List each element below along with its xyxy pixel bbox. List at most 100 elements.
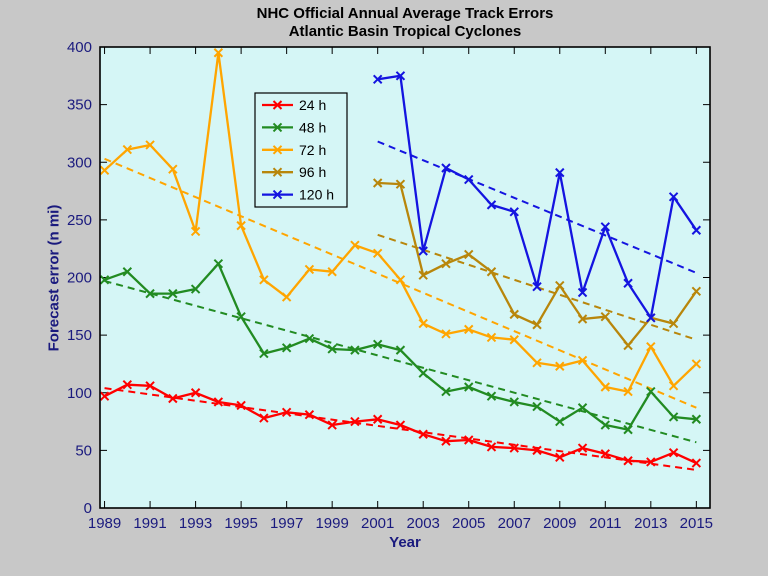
x-marker bbox=[668, 192, 679, 202]
x-marker bbox=[555, 167, 565, 178]
y-tick-label: 50 bbox=[75, 442, 92, 459]
x-marker bbox=[327, 420, 337, 430]
x-marker bbox=[623, 424, 633, 435]
x-marker bbox=[99, 275, 110, 285]
x-marker bbox=[691, 458, 702, 468]
y-tick-label: 0 bbox=[84, 500, 92, 517]
x-marker bbox=[272, 145, 283, 155]
legend-label: 24 h bbox=[299, 97, 326, 113]
x-marker bbox=[509, 335, 519, 345]
y-axis-label: Forecast error (n mi) bbox=[45, 204, 63, 352]
x-marker bbox=[668, 412, 679, 422]
x-marker bbox=[272, 167, 283, 177]
trend-48-h bbox=[104, 279, 697, 444]
x-marker bbox=[623, 456, 633, 466]
x-marker bbox=[691, 414, 702, 424]
x-marker bbox=[668, 381, 679, 391]
x-marker bbox=[509, 207, 519, 217]
x-marker bbox=[555, 280, 565, 291]
x-marker bbox=[259, 413, 269, 423]
legend-label: 48 h bbox=[299, 119, 326, 135]
x-marker bbox=[213, 48, 224, 58]
x-marker bbox=[418, 246, 428, 256]
x-axis-label: Year bbox=[389, 534, 421, 551]
x-marker bbox=[600, 449, 611, 459]
legend: 24 h 48 h 72 h 96 h 120 h bbox=[254, 92, 348, 208]
x-marker bbox=[304, 264, 315, 275]
x-marker bbox=[486, 267, 497, 277]
x-marker bbox=[190, 388, 201, 398]
x-marker bbox=[646, 313, 656, 323]
x-marker bbox=[259, 348, 269, 359]
x-tick-label: 2013 bbox=[634, 515, 667, 532]
x-marker bbox=[623, 340, 633, 351]
x-marker bbox=[213, 397, 224, 407]
x-marker bbox=[668, 318, 679, 329]
x-marker bbox=[372, 248, 383, 259]
x-marker bbox=[509, 397, 519, 407]
legend-label: 96 h bbox=[299, 164, 326, 180]
x-marker bbox=[122, 144, 133, 155]
x-tick-label: 2015 bbox=[680, 515, 713, 532]
x-marker bbox=[623, 386, 633, 397]
x-marker bbox=[145, 140, 155, 150]
x-marker bbox=[99, 391, 110, 401]
x-tick-label: 1993 bbox=[179, 515, 212, 532]
x-marker bbox=[395, 71, 406, 81]
x-marker bbox=[464, 324, 474, 335]
x-marker bbox=[372, 74, 383, 84]
y-tick-label: 400 bbox=[67, 39, 92, 56]
x-marker bbox=[304, 409, 315, 420]
x-marker bbox=[577, 443, 588, 453]
x-marker bbox=[350, 416, 360, 427]
x-tick-label: 2005 bbox=[452, 515, 485, 532]
x-marker bbox=[555, 452, 565, 462]
x-marker bbox=[236, 311, 246, 322]
x-marker bbox=[327, 267, 337, 277]
trend-96-h bbox=[377, 233, 697, 341]
x-marker bbox=[600, 222, 611, 232]
x-marker bbox=[691, 286, 702, 297]
x-marker bbox=[372, 414, 383, 424]
x-marker bbox=[600, 382, 611, 392]
x-marker bbox=[464, 382, 474, 392]
x-marker bbox=[281, 343, 292, 353]
x-marker bbox=[281, 292, 292, 302]
x-marker bbox=[646, 386, 656, 397]
x-marker bbox=[577, 314, 588, 324]
y-tick-label: 250 bbox=[67, 212, 92, 229]
x-marker bbox=[418, 318, 428, 329]
x-marker bbox=[464, 174, 474, 185]
x-marker bbox=[600, 311, 611, 322]
x-marker bbox=[418, 368, 428, 378]
x-tick-label: 1995 bbox=[224, 515, 257, 532]
x-marker bbox=[395, 345, 406, 355]
x-marker bbox=[272, 100, 283, 110]
x-marker bbox=[350, 240, 360, 250]
x-marker bbox=[168, 393, 178, 404]
y-tick-label: 350 bbox=[67, 97, 92, 114]
x-marker bbox=[395, 275, 406, 285]
trend-24-h bbox=[104, 387, 697, 471]
x-tick-label: 2003 bbox=[407, 515, 440, 532]
x-marker bbox=[441, 436, 451, 446]
x-marker bbox=[372, 178, 383, 188]
x-marker bbox=[691, 359, 702, 369]
legend-label: 72 h bbox=[299, 142, 326, 158]
x-marker bbox=[646, 341, 656, 352]
x-marker bbox=[145, 288, 155, 299]
x-marker bbox=[272, 189, 283, 200]
x-marker bbox=[555, 416, 565, 427]
x-marker bbox=[486, 332, 497, 343]
axes-frame bbox=[99, 46, 711, 509]
chart-title-line2: Atlantic Basin Tropical Cyclones bbox=[288, 23, 522, 40]
x-tick-label: 2007 bbox=[498, 515, 531, 532]
x-tick-label: 1999 bbox=[315, 515, 348, 532]
y-tick-label: 200 bbox=[67, 270, 92, 287]
x-marker bbox=[441, 329, 451, 339]
x-marker bbox=[190, 284, 201, 294]
x-marker bbox=[441, 258, 451, 269]
x-tick-label: 2009 bbox=[543, 515, 576, 532]
x-marker bbox=[372, 339, 383, 350]
